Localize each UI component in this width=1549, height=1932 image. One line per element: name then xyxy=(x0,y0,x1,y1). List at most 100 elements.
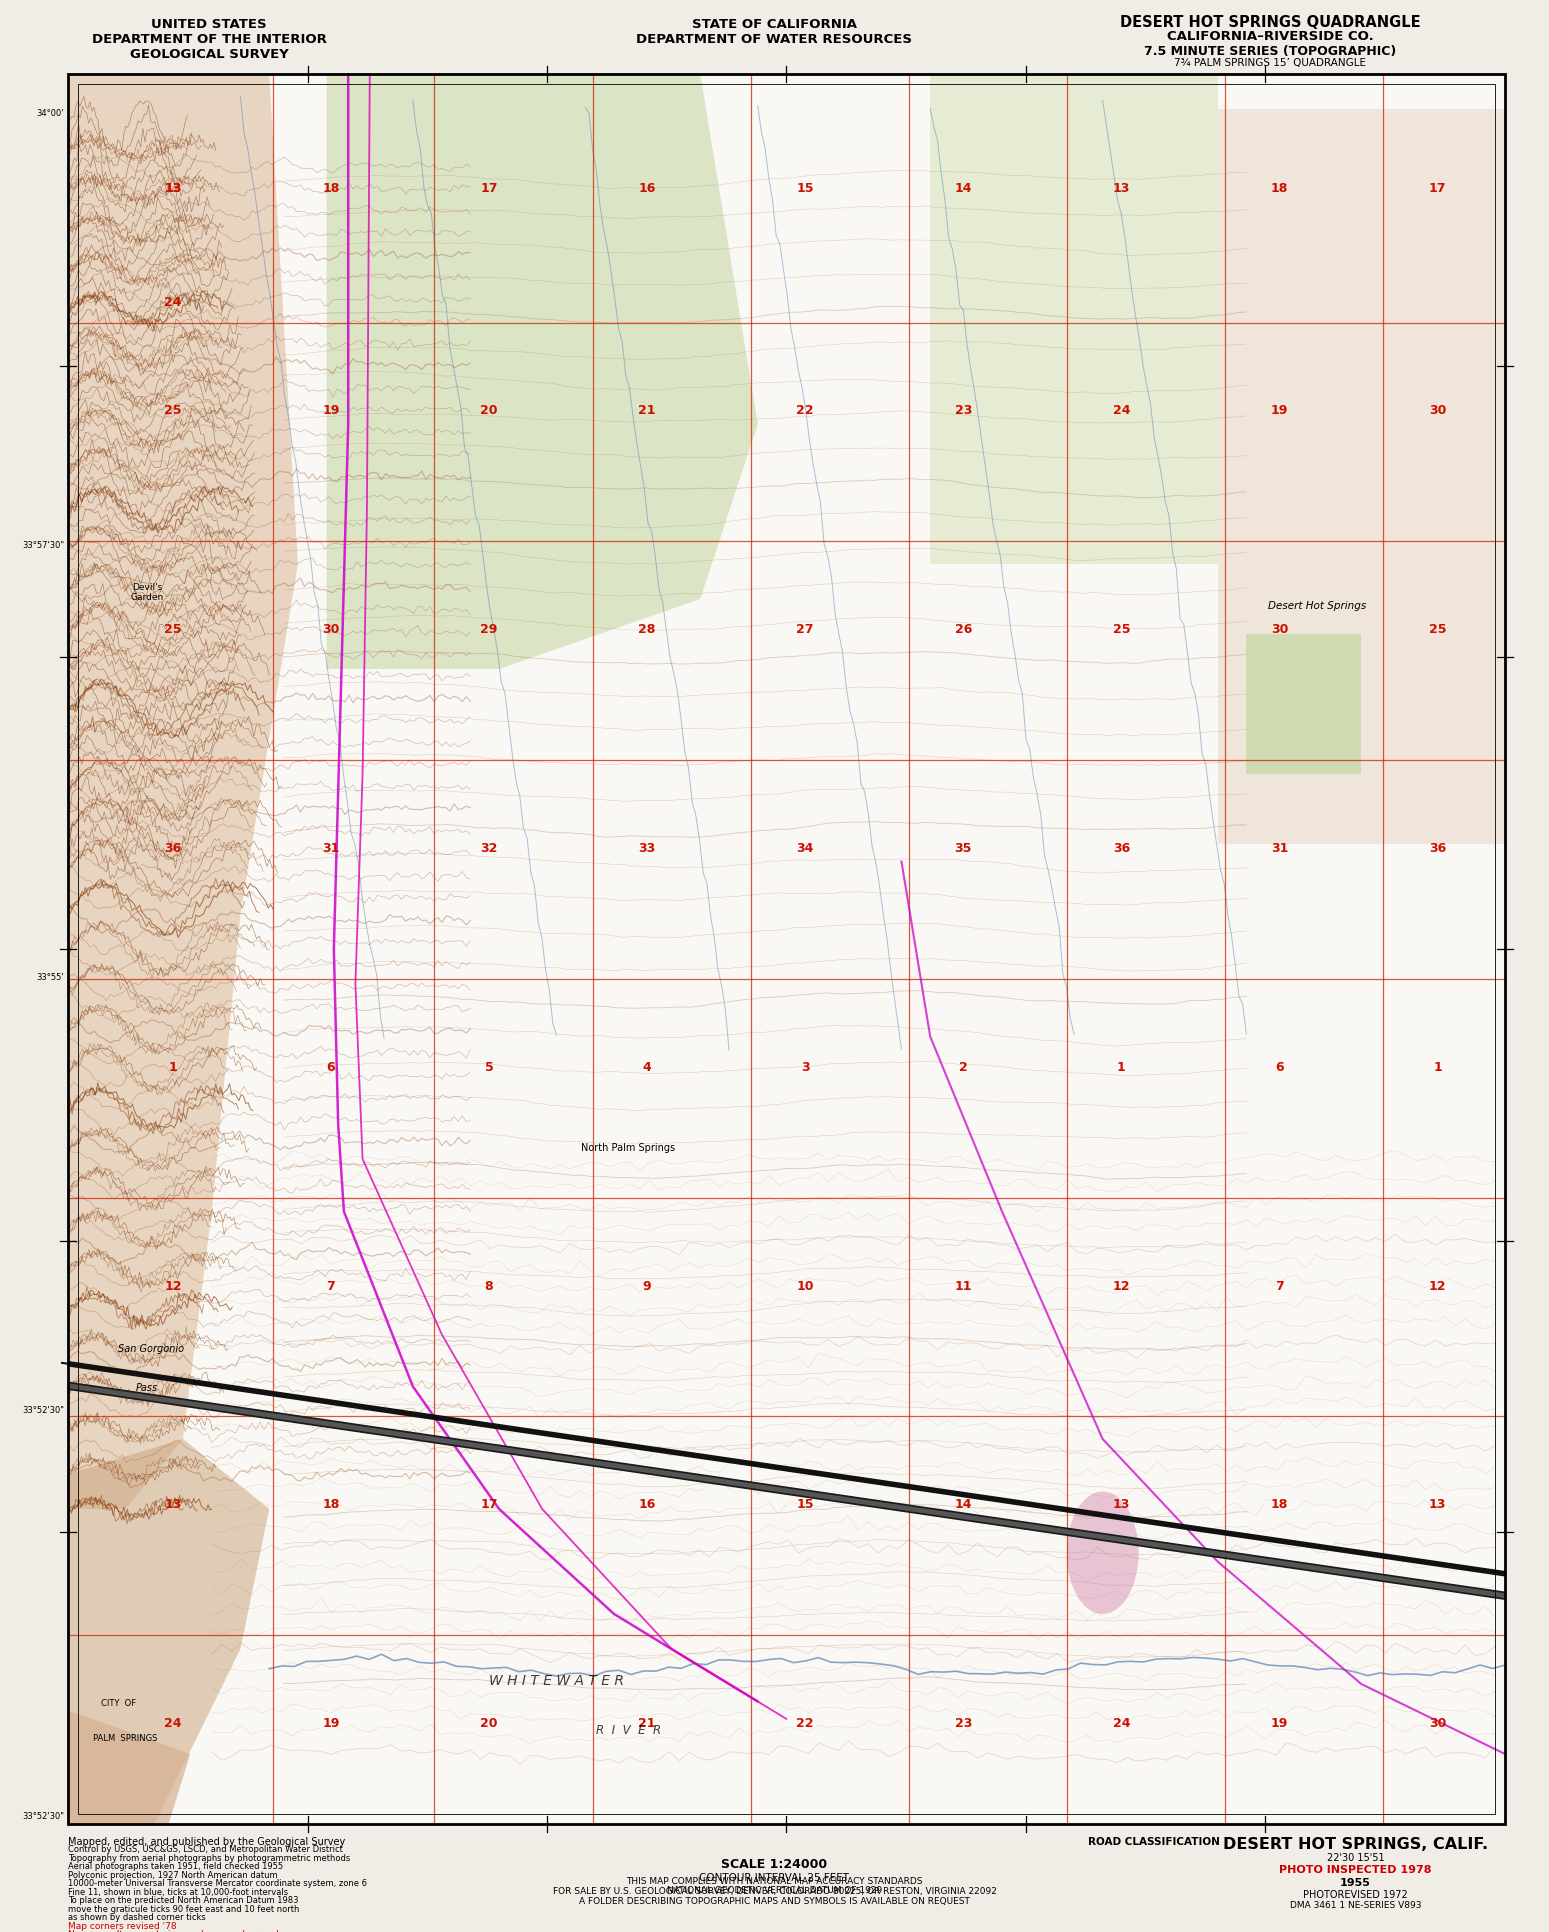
Text: 22'30 15'51: 22'30 15'51 xyxy=(1326,1853,1385,1862)
Text: DEPARTMENT OF THE INTERIOR: DEPARTMENT OF THE INTERIOR xyxy=(91,33,327,46)
Text: 17: 17 xyxy=(480,1497,497,1511)
Text: 26: 26 xyxy=(954,622,971,636)
Text: 13: 13 xyxy=(164,182,181,195)
Text: 1: 1 xyxy=(1117,1061,1126,1072)
Text: 34: 34 xyxy=(796,842,813,854)
Text: FOR SALE BY U.S. GEOLOGICAL SURVEY, DENVER, COLORADO 80225, OR RESTON, VIRGINIA : FOR SALE BY U.S. GEOLOGICAL SURVEY, DENV… xyxy=(553,1886,996,1895)
Text: 35: 35 xyxy=(954,842,971,854)
Text: 33: 33 xyxy=(638,842,655,854)
Text: North Palm Springs: North Palm Springs xyxy=(581,1142,675,1153)
Text: 19: 19 xyxy=(322,1716,339,1729)
Text: 19: 19 xyxy=(1270,1716,1289,1729)
Text: 23: 23 xyxy=(954,1716,971,1729)
Text: 14: 14 xyxy=(954,1497,973,1511)
Text: DEPARTMENT OF WATER RESOURCES: DEPARTMENT OF WATER RESOURCES xyxy=(637,33,912,46)
Text: 20: 20 xyxy=(480,1716,497,1729)
Text: 17: 17 xyxy=(480,182,497,195)
Text: 36: 36 xyxy=(164,842,181,854)
Polygon shape xyxy=(1247,636,1362,775)
Text: 25: 25 xyxy=(164,404,181,417)
Text: 33°52'30": 33°52'30" xyxy=(22,1810,64,1820)
Text: W H I T E W A T E R: W H I T E W A T E R xyxy=(489,1673,624,1687)
Text: CONTOUR INTERVAL 25 FEET: CONTOUR INTERVAL 25 FEET xyxy=(700,1872,849,1882)
Text: NATIONAL GEODETIC VERTICAL DATUM OF 1929: NATIONAL GEODETIC VERTICAL DATUM OF 1929 xyxy=(668,1886,881,1893)
Text: 13: 13 xyxy=(1112,1497,1131,1511)
Text: 33°52'30": 33°52'30" xyxy=(22,1405,64,1414)
Text: DMA 3461 1 NE-SERIES V893: DMA 3461 1 NE-SERIES V893 xyxy=(1290,1899,1420,1909)
Text: 18: 18 xyxy=(322,182,339,195)
Text: 15: 15 xyxy=(796,1497,813,1511)
Text: 13: 13 xyxy=(164,182,181,195)
Text: 8: 8 xyxy=(485,1279,493,1293)
Text: 32: 32 xyxy=(480,842,497,854)
Text: 6: 6 xyxy=(1275,1061,1284,1072)
Text: 13: 13 xyxy=(1112,182,1131,195)
Text: 30: 30 xyxy=(322,622,339,636)
Text: To place on the predicted North American Datum 1983: To place on the predicted North American… xyxy=(68,1895,299,1905)
Text: 31: 31 xyxy=(1270,842,1289,854)
Text: 36: 36 xyxy=(1112,842,1129,854)
Text: CITY  OF: CITY OF xyxy=(101,1698,136,1708)
Text: 22: 22 xyxy=(796,404,813,417)
Text: 25: 25 xyxy=(1112,622,1131,636)
Text: 10000-meter Universal Transverse Mercator coordinate system, zone 6: 10000-meter Universal Transverse Mercato… xyxy=(68,1878,367,1888)
Text: DESERT HOT SPRINGS, CALIF.: DESERT HOT SPRINGS, CALIF. xyxy=(1222,1835,1489,1851)
Text: 30: 30 xyxy=(1428,404,1447,417)
Text: THIS MAP COMPLIES WITH NATIONAL MAP ACCURACY STANDARDS: THIS MAP COMPLIES WITH NATIONAL MAP ACCU… xyxy=(626,1876,923,1886)
Text: Control by USGS, USC&GS, LSCD, and Metropolitan Water District: Control by USGS, USC&GS, LSCD, and Metro… xyxy=(68,1845,342,1853)
Text: 9: 9 xyxy=(643,1279,652,1293)
Text: 10: 10 xyxy=(796,1279,813,1293)
Text: 27: 27 xyxy=(796,622,813,636)
Text: 21: 21 xyxy=(638,404,655,417)
Text: ROAD CLASSIFICATION: ROAD CLASSIFICATION xyxy=(1087,1835,1221,1847)
Text: Polyconic projection, 1927 North American datum: Polyconic projection, 1927 North America… xyxy=(68,1870,277,1880)
Text: CALIFORNIA–RIVERSIDE CO.: CALIFORNIA–RIVERSIDE CO. xyxy=(1166,31,1374,43)
Text: San Gorgonio: San Gorgonio xyxy=(118,1345,184,1354)
Text: 24: 24 xyxy=(1112,404,1131,417)
Text: 24: 24 xyxy=(1112,1716,1131,1729)
Text: as shown by dashed corner ticks: as shown by dashed corner ticks xyxy=(68,1913,206,1922)
Text: 18: 18 xyxy=(1270,1497,1289,1511)
Text: 12: 12 xyxy=(164,1279,181,1293)
Text: 28: 28 xyxy=(638,622,655,636)
Text: 6: 6 xyxy=(327,1061,335,1072)
Text: Pass: Pass xyxy=(136,1381,158,1393)
Text: Devil's
Garden: Devil's Garden xyxy=(130,582,164,601)
Text: 21: 21 xyxy=(638,1716,655,1729)
Text: 7¾ PALM SPRINGS 15’ QUADRANGLE: 7¾ PALM SPRINGS 15’ QUADRANGLE xyxy=(1174,58,1366,68)
Text: 14: 14 xyxy=(954,182,973,195)
Text: 23: 23 xyxy=(954,404,971,417)
Text: Topography from aerial photographs by photogrammetric methods: Topography from aerial photographs by ph… xyxy=(68,1853,350,1862)
Text: 11: 11 xyxy=(954,1279,973,1293)
Text: PHOTOREVISED 1972: PHOTOREVISED 1972 xyxy=(1303,1889,1408,1899)
Text: 1: 1 xyxy=(169,1061,177,1072)
Text: 31: 31 xyxy=(322,842,339,854)
Polygon shape xyxy=(931,75,1218,564)
Text: Desert Hot Springs: Desert Hot Springs xyxy=(1269,601,1366,611)
Text: 25: 25 xyxy=(1428,622,1447,636)
Text: 33°57'30": 33°57'30" xyxy=(22,541,64,551)
Text: 29: 29 xyxy=(480,622,497,636)
Bar xyxy=(1218,110,1506,844)
Text: 24: 24 xyxy=(164,296,181,309)
Text: A FOLDER DESCRIBING TOPOGRAPHIC MAPS AND SYMBOLS IS AVAILABLE ON REQUEST: A FOLDER DESCRIBING TOPOGRAPHIC MAPS AND… xyxy=(579,1895,970,1905)
Text: 13: 13 xyxy=(164,1497,181,1511)
Text: 1955: 1955 xyxy=(1340,1878,1371,1888)
Text: 30: 30 xyxy=(1428,1716,1447,1729)
Text: PHOTO INSPECTED 1978: PHOTO INSPECTED 1978 xyxy=(1279,1864,1431,1874)
Text: 18: 18 xyxy=(322,1497,339,1511)
Text: 20: 20 xyxy=(480,404,497,417)
Text: 16: 16 xyxy=(638,1497,655,1511)
Polygon shape xyxy=(68,1710,191,1824)
Text: 19: 19 xyxy=(1270,404,1289,417)
Bar xyxy=(77,85,1495,1814)
Text: 25: 25 xyxy=(164,622,181,636)
Text: 5: 5 xyxy=(485,1061,494,1072)
Text: 22: 22 xyxy=(796,1716,813,1729)
Text: 30: 30 xyxy=(1270,622,1289,636)
Text: 13: 13 xyxy=(1428,1497,1447,1511)
Text: 7: 7 xyxy=(1275,1279,1284,1293)
Text: 24: 24 xyxy=(164,1716,181,1729)
Text: 2: 2 xyxy=(959,1061,968,1072)
Polygon shape xyxy=(327,75,757,670)
